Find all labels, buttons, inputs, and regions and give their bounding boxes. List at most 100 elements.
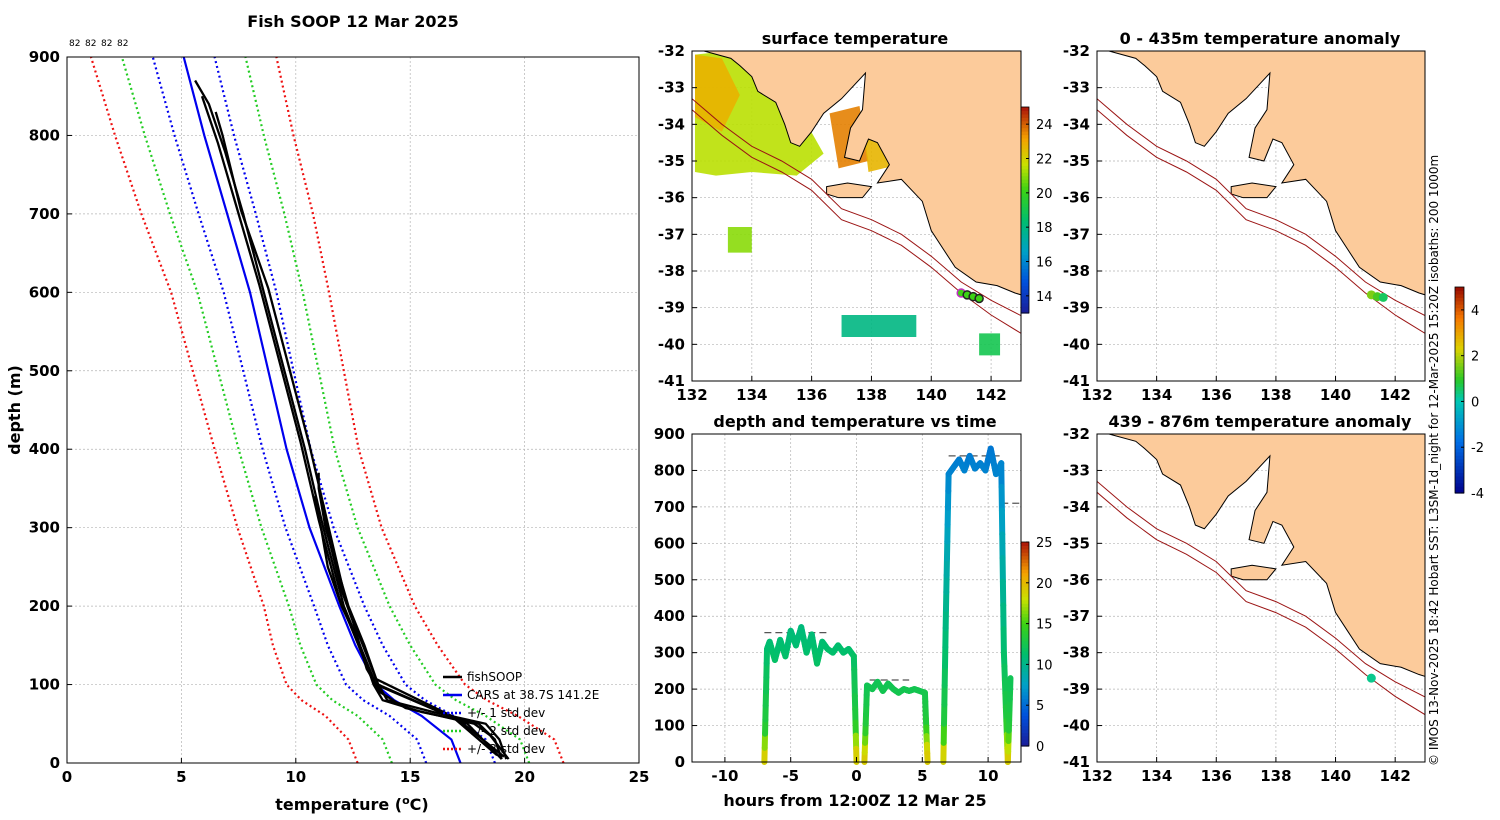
colorbar-cell [1021, 722, 1029, 727]
y-tick-label: 200 [654, 680, 685, 698]
y-tick-label: 400 [654, 607, 685, 625]
colorbar-cell [1021, 134, 1029, 139]
std3-line [89, 56, 359, 764]
colorbar-cell [1021, 220, 1029, 225]
land-mass [1108, 51, 1425, 296]
colorbar-cell [1021, 565, 1029, 570]
colorbar-cell [1021, 275, 1029, 280]
y-tick-label: 900 [654, 425, 685, 443]
x-tick-label: 134 [1141, 767, 1172, 785]
colorbar-cell [1021, 742, 1029, 747]
colorbar-cell [1021, 637, 1029, 642]
colorbar-cell [1455, 438, 1464, 443]
colorbar-cell [1021, 647, 1029, 652]
track-point [974, 293, 984, 304]
y-tick-label: -37 [1063, 225, 1090, 243]
colorbar-frame [1020, 541, 1030, 747]
colorbar-cell [1021, 107, 1029, 112]
y-tick-label: -38 [1063, 644, 1090, 662]
colorbar-cell [1455, 462, 1464, 467]
copyright-note: © IMOS 13-Nov-2025 18:42 Hobart SST: L3S… [1427, 154, 1441, 766]
colorbar-cell [1455, 362, 1464, 367]
sst-patch [841, 315, 917, 337]
chart-title: 0 - 435m temperature anomaly [1120, 29, 1401, 48]
x-tick-label: 142 [1380, 386, 1411, 404]
colorbar-cell [1021, 735, 1029, 740]
std2-line [244, 56, 531, 764]
y-tick-label: -35 [1063, 534, 1090, 552]
y-tick-label: -33 [658, 79, 685, 97]
colorbar-tick-label: 24 [1036, 118, 1053, 133]
colorbar-cell [1021, 127, 1029, 132]
colorbar-cell [1455, 369, 1464, 374]
colorbar-tick-label: 10 [1036, 658, 1053, 673]
x-tick-label: 5 [176, 768, 186, 786]
colorbar-cell [1021, 120, 1029, 125]
colorbar-cell [1021, 216, 1029, 221]
colorbar-cell [1021, 113, 1029, 118]
colorbar-tick-label: 20 [1036, 187, 1053, 202]
colorbar-cell [1021, 141, 1029, 146]
profile-chart: 0 5 10 15 20 25 0 100 200 300 400 500 600 700 800 900 82… [5, 12, 649, 814]
colorbar-cell [1021, 623, 1029, 628]
y-tick-label: -40 [1063, 717, 1090, 735]
colorbar-tick-label: 20 [1036, 577, 1053, 592]
y-tick-label: -34 [658, 115, 685, 133]
colorbar-cell [1021, 586, 1029, 591]
anomaly-upper-map: 132 134 136 138 140 142 -32 -33 -34 -35 -36 -37 -38 -… [1063, 29, 1484, 502]
colorbar-cell [1021, 542, 1029, 546]
colorbar-tick-label: 4 [1471, 304, 1479, 319]
y-tick-label: 300 [654, 644, 685, 662]
colorbar-frame [1020, 106, 1030, 314]
colorbar-cell [1021, 688, 1029, 693]
x-tick-label: 0 [851, 767, 861, 785]
colorbar-cell [1455, 482, 1464, 487]
y-tick-label: 800 [654, 461, 685, 479]
colorbar-cell [1455, 345, 1464, 350]
colorbar-cell [1021, 582, 1029, 587]
isobath-200m [1097, 98, 1425, 317]
colorbar-cell [1021, 185, 1029, 190]
y-tick-label: -36 [1063, 571, 1090, 589]
colorbar-cell [1021, 705, 1029, 710]
y-axis-label: depth (m) [5, 365, 24, 455]
colorbar-cell [1021, 599, 1029, 604]
colorbar-cell [1455, 414, 1464, 419]
colorbar-cell [1021, 196, 1029, 201]
y-tick-label: -38 [1063, 262, 1090, 280]
colorbar-cell [1021, 258, 1029, 263]
fishsoop-cast-line [214, 111, 505, 758]
y-tick-label: 900 [29, 48, 60, 66]
legend-label: fishSOOP [467, 670, 522, 684]
y-tick-label: -33 [1063, 461, 1090, 479]
colorbar-frame [1454, 286, 1465, 494]
colorbar-cell [1021, 708, 1029, 713]
y-tick-label: 700 [29, 205, 60, 223]
colorbar-cell [1021, 589, 1029, 594]
colorbar-cell [1021, 569, 1029, 574]
colorbar-tick-label: 2 [1471, 350, 1479, 365]
colorbar-cell [1021, 240, 1029, 245]
x-tick-label: 132 [676, 386, 707, 404]
y-tick-label: 100 [654, 717, 685, 735]
colorbar-tick-label: 16 [1036, 256, 1053, 271]
x-tick-label: 134 [1141, 386, 1172, 404]
colorbar-cell [1455, 390, 1464, 395]
land-mass [703, 51, 1021, 296]
x-tick-label: 25 [629, 768, 650, 786]
y-tick-label: -41 [658, 372, 685, 390]
x-tick-label: 142 [975, 386, 1006, 404]
colorbar-cell [1455, 441, 1464, 446]
colorbar-cell [1455, 328, 1464, 333]
legend-label: +/- 2 std dev [467, 724, 545, 738]
colorbar-cell [1021, 555, 1029, 560]
colorbar-cell [1455, 365, 1464, 370]
colorbar-cell [1021, 698, 1029, 703]
colorbar-cell [1021, 667, 1029, 672]
colorbar-cell [1021, 192, 1029, 197]
colorbar-cell [1021, 206, 1029, 211]
colorbar-cell [1021, 579, 1029, 584]
isobath-200m [692, 98, 1021, 317]
plot-area [67, 57, 639, 763]
colorbar-cell [1021, 302, 1029, 307]
